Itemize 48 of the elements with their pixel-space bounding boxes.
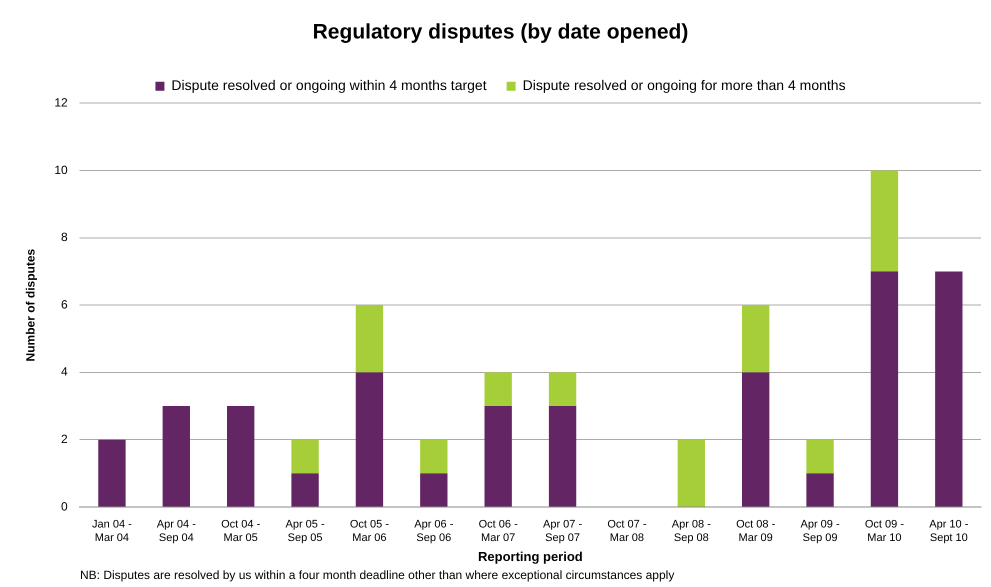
bar [678,440,705,506]
y-tick-label: 8 [61,230,68,244]
bar [870,170,898,272]
x-tick-label: Apr 06 - Sep 06 [414,518,454,544]
bar [356,372,384,506]
x-tick-label: Apr 08 - Sep 08 [672,518,712,544]
y-tick-label: 0 [61,499,68,514]
text: NB: Disputes are resolved by us within a four month deadline other than where exceptional circumstances apply [80,568,674,582]
x-tick-label: Apr 07 - Sep 07 [542,518,582,544]
bar [935,271,962,506]
x-tick-label: Jan 04 - Mar 04 [92,518,132,544]
bar [98,440,126,506]
y-tick-label: 6 [61,297,68,312]
legend-label: Dispute resolved or ongoing within 4 months target [171,77,487,94]
x-tick-label: Oct 05 - Mar 06 [350,518,390,544]
chart-title: Regulatory disputes (by date opened) [312,20,688,44]
bar [291,440,319,474]
bar [162,406,190,506]
x-tick-label: Oct 08 - Mar 09 [736,518,776,544]
x-tick-label: Oct 09 - Mar 10 [864,518,904,544]
x-tick-label: Apr 09 - Sep 09 [800,518,840,544]
bar [806,440,834,474]
x-tick-label: Oct 07 - Mar 08 [607,518,647,544]
y-tick-label: 2 [61,432,68,446]
bar [291,473,319,506]
x-axis-title: Reporting period [478,548,583,564]
x-tick-label: Apr 04 - Sep 04 [156,518,196,544]
bar [742,305,770,372]
y-axis-title: Number of disputes [24,248,38,362]
x-tick-label: Oct 04 - Mar 05 [221,518,261,544]
y-tick-label: 10 [54,162,68,177]
x-tick-label: Apr 05 - Sep 05 [285,518,325,544]
bar [484,406,512,506]
legend-label: Dispute resolved or ongoing for more than 4 months [522,77,846,94]
bar [484,372,512,406]
x-tick-label: Apr 10 - Sept 10 [929,518,969,544]
bar [548,372,576,406]
bar [420,473,448,506]
bar [548,406,576,506]
bar [870,271,898,506]
x-tick-label: Oct 06 - Mar 07 [478,518,518,544]
bar [420,440,448,474]
bar [806,473,834,506]
bar [742,372,770,506]
bar [356,305,384,372]
y-tick-label: 4 [61,364,68,379]
y-tick-label: 12 [54,96,68,110]
bar [227,406,254,506]
